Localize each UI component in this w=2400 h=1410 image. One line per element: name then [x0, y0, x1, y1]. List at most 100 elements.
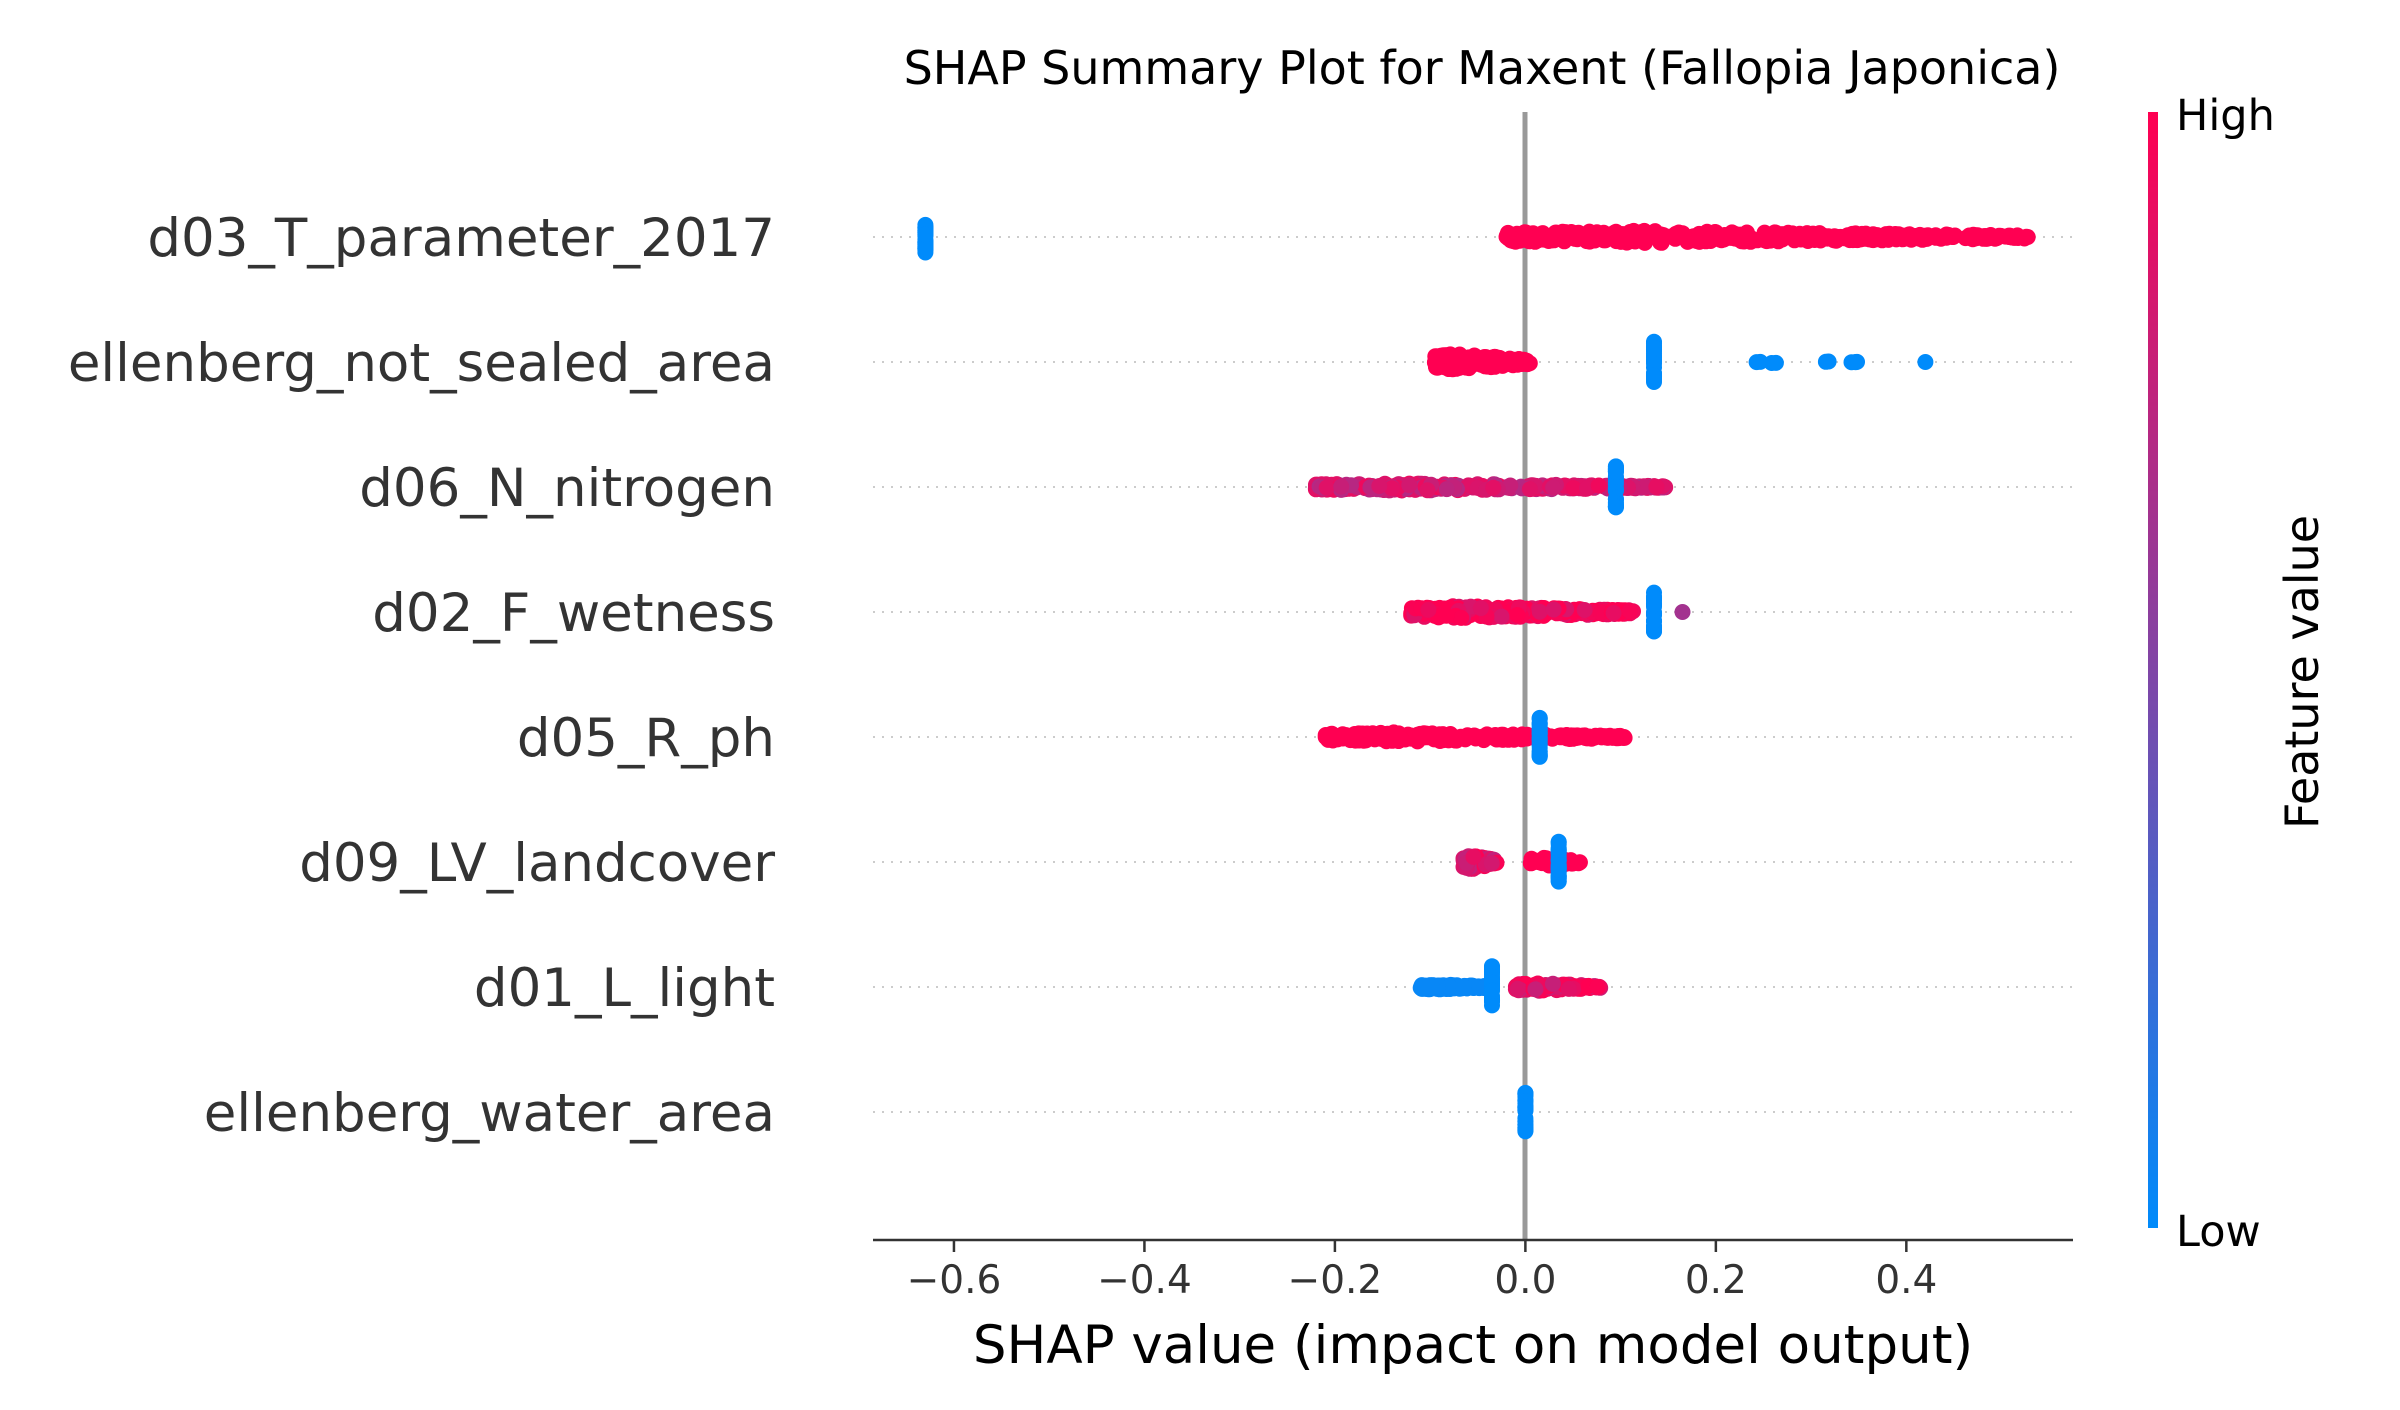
shap-point — [1483, 855, 1500, 872]
shap-point — [1590, 477, 1607, 494]
shap-point — [1589, 979, 1606, 995]
shap-point — [1441, 979, 1458, 995]
shap-point — [1817, 353, 1834, 370]
shap-point — [1576, 602, 1593, 618]
shap-point — [1984, 228, 2001, 245]
shap-point — [1654, 228, 1671, 245]
shap-point — [1567, 225, 1584, 242]
shap-point — [1545, 601, 1562, 618]
shap-point — [1333, 478, 1350, 495]
shap-point — [1545, 479, 1562, 496]
x-tick-label: −0.6 — [907, 1258, 1002, 1303]
shap-point — [1457, 731, 1474, 748]
shap-point — [1472, 600, 1489, 617]
shap-point — [1455, 978, 1472, 995]
shap-point — [1752, 353, 1769, 370]
shap-point — [1694, 230, 1711, 247]
shap-point — [1487, 727, 1504, 743]
shap-point — [1318, 479, 1335, 496]
shap-point — [1522, 855, 1539, 872]
shap-point — [1438, 347, 1455, 364]
x-tick-label: −0.2 — [1288, 1258, 1383, 1303]
shap-point — [1371, 478, 1388, 494]
feature-label: d05_R_ph — [517, 708, 775, 769]
x-tick-label: −0.4 — [1097, 1258, 1192, 1303]
shap-point — [1419, 482, 1436, 499]
shap-point — [1438, 481, 1455, 498]
feature-gridlines — [873, 236, 2073, 1113]
shap-point — [1636, 479, 1653, 496]
shap-point — [1438, 607, 1455, 624]
shap-point — [2010, 228, 2027, 245]
feature-label: d02_F_wetness — [372, 583, 775, 644]
shap-point — [1605, 605, 1622, 621]
shap-point — [1832, 228, 1849, 245]
shap-point — [1499, 728, 1516, 745]
shap-point — [1544, 975, 1561, 992]
shap-point — [1607, 458, 1624, 475]
shap-point — [1453, 609, 1470, 626]
feature-label: d03_T_parameter_2017 — [147, 208, 775, 269]
shap-point — [1646, 339, 1662, 356]
shap-point — [1485, 479, 1502, 496]
shap-point — [1424, 979, 1441, 996]
shap-point — [1711, 231, 1728, 248]
shap-point — [1648, 478, 1665, 495]
shap-point — [1565, 480, 1582, 497]
shap-point — [1465, 848, 1482, 865]
feature-label: d06_N_nitrogen — [359, 458, 775, 519]
x-axis-ticks: −0.6 −0.4 −0.2 0.0 0.2 0.4 — [907, 1240, 1937, 1303]
shap-point — [1393, 731, 1410, 748]
shap-point — [1767, 354, 1784, 371]
shap-point — [1550, 833, 1567, 850]
chart-title: SHAP Summary Plot for Maxent (Fallopia J… — [904, 41, 2061, 95]
shap-points — [917, 216, 2036, 1140]
shap-point — [1848, 354, 1864, 371]
feature-label: d09_LV_landcover — [299, 833, 775, 894]
shap-point — [1531, 732, 1548, 749]
shap-point — [1798, 228, 1814, 245]
shap-point — [1646, 613, 1662, 630]
shap-point — [1607, 499, 1624, 516]
shap-point — [1463, 355, 1480, 371]
feature-labels: d03_T_parameter_2017 ellenberg_not_sealed… — [68, 208, 775, 1144]
shap-point — [1844, 232, 1861, 249]
shap-point — [1621, 224, 1638, 241]
colorbar — [2148, 112, 2158, 1228]
shap-point — [1535, 231, 1552, 248]
shap-point — [1484, 982, 1500, 999]
shap-point — [1678, 231, 1695, 248]
colorbar-title: Feature value — [2275, 515, 2329, 829]
shap-point — [1674, 604, 1691, 620]
shap-point — [1560, 980, 1577, 997]
shap-point — [1776, 227, 1793, 243]
x-tick-label: 0.2 — [1685, 1258, 1747, 1303]
x-axis-label: SHAP value (impact on model output) — [973, 1315, 1973, 1376]
shap-point — [1646, 589, 1662, 606]
shap-point — [1517, 1101, 1534, 1118]
shap-point — [1527, 981, 1544, 998]
shap-point — [1420, 601, 1437, 618]
shap-point — [1517, 1122, 1534, 1138]
shap-point — [1416, 729, 1433, 746]
feature-label: d01_L_light — [474, 958, 775, 1019]
shap-point — [1401, 477, 1418, 494]
shap-point — [1646, 367, 1662, 384]
shap-point — [1321, 729, 1338, 746]
shap-point — [1881, 225, 1898, 242]
shap-point — [1516, 730, 1533, 747]
feature-label: ellenberg_water_area — [204, 1083, 775, 1144]
x-tick-label: 0.4 — [1875, 1258, 1937, 1303]
shap-point — [1938, 229, 1955, 246]
shap-point — [917, 226, 934, 243]
shap-point — [1502, 477, 1519, 494]
shap-point — [1563, 727, 1580, 744]
shap-point — [1583, 230, 1600, 247]
shap-point — [1903, 231, 1920, 248]
shap-point — [1621, 603, 1638, 619]
shap-point — [1667, 230, 1684, 247]
shap-point — [1595, 229, 1612, 246]
colorbar-high-label: High — [2176, 91, 2275, 141]
x-tick-label: 0.0 — [1494, 1258, 1556, 1303]
